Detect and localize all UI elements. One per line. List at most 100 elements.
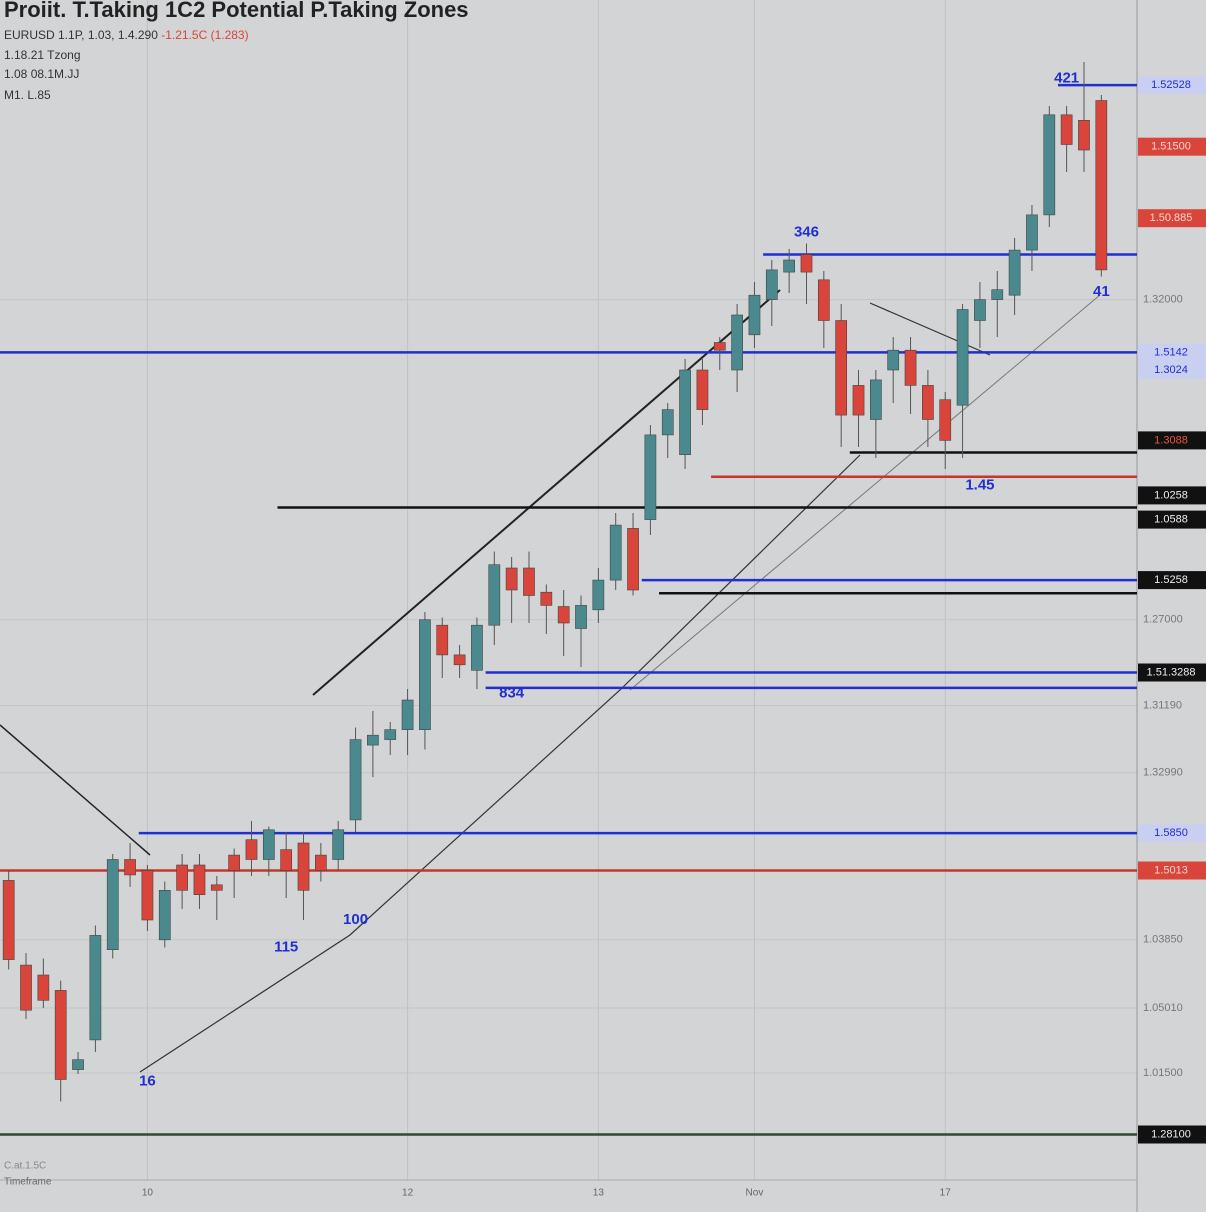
price-tag — [1138, 510, 1206, 529]
price-tag-label: 1.28100 — [1151, 1128, 1191, 1140]
annotation: 834 — [499, 684, 525, 701]
change: -1.21.5C (1.283) — [161, 28, 248, 42]
price-tag-label: 1.0588 — [1154, 514, 1188, 526]
candle-body — [1095, 100, 1108, 271]
price-tag — [1138, 1125, 1206, 1144]
annotation: 346 — [794, 223, 819, 240]
candle-body — [887, 349, 900, 371]
candle-body — [609, 524, 622, 581]
trend-line — [0, 724, 151, 856]
candle-body — [367, 734, 379, 746]
candle-body — [453, 654, 466, 666]
x-tick-label: 17 — [940, 1188, 952, 1199]
candle-body — [904, 349, 917, 386]
price-tag-label: 1.3024 — [1154, 364, 1188, 376]
candle-body — [627, 528, 639, 591]
candle-body — [939, 399, 952, 441]
candle-body — [852, 385, 865, 416]
annotation: 115 — [274, 938, 298, 955]
candle-body — [1060, 114, 1073, 145]
x-tick-label: 10 — [142, 1188, 154, 1199]
candle-body — [349, 739, 362, 821]
candle-body — [748, 294, 761, 336]
trend-line — [312, 289, 781, 696]
candle-body — [661, 409, 674, 436]
price-tag-label: 1.3088 — [1154, 434, 1188, 446]
x-tick-label: 13 — [593, 1188, 605, 1199]
candle-body — [696, 369, 709, 410]
candle-body — [193, 864, 206, 896]
price-tag-label: 1.5258 — [1154, 574, 1188, 586]
price-tag-label: 1.0258 — [1154, 489, 1188, 501]
price-tag-label: 1.52528 — [1151, 79, 1191, 91]
candle-body — [783, 259, 795, 273]
price-tag — [1138, 861, 1206, 880]
candle-body — [1026, 214, 1038, 251]
candle-body — [835, 320, 848, 416]
annotation: 16 — [139, 1073, 156, 1090]
y-tick-label: 1.32000 — [1143, 294, 1183, 306]
candle-body — [1043, 114, 1056, 216]
footer-text: C.at.1.5C — [4, 1161, 46, 1172]
candle-body — [540, 591, 553, 606]
candle-body — [332, 829, 345, 860]
subtitle: EURUSD 1.1P, 1.03, 1.4.290 -1.21.5C (1.2… — [4, 28, 249, 42]
price-tag — [1138, 824, 1206, 843]
candle-body — [37, 974, 50, 1001]
price-tag — [1138, 663, 1206, 682]
candle-body — [2, 880, 15, 960]
candle-body — [72, 1059, 84, 1070]
candle-body — [297, 842, 310, 891]
candle-body — [679, 369, 691, 455]
candle-body — [1008, 249, 1021, 296]
price-tag — [1138, 137, 1206, 156]
annotation: 421 — [1054, 69, 1079, 86]
y-tick-label: 1.01500 — [1143, 1067, 1183, 1079]
annotation: 1.45 — [965, 476, 994, 493]
candle-body — [575, 605, 587, 629]
candle-body — [419, 619, 431, 731]
candle-body — [176, 864, 188, 891]
footer-text: Timeframe — [4, 1177, 52, 1188]
y-tick-label: 1.27000 — [1143, 614, 1183, 626]
price-tag — [1138, 431, 1206, 450]
candle-body — [922, 385, 934, 420]
y-tick-label: 1.03850 — [1143, 934, 1183, 946]
candle-body — [1078, 120, 1090, 151]
info-line: M1. L.85 — [4, 88, 51, 102]
price-tag-label: 1.5850 — [1154, 827, 1188, 839]
candle-body — [713, 342, 726, 351]
candle-body — [817, 279, 830, 321]
candle-body — [124, 859, 136, 876]
price-tag — [1138, 209, 1206, 228]
candle-body — [731, 314, 743, 371]
price-tag-label: 1.51500 — [1151, 141, 1191, 153]
candle-body — [505, 567, 518, 591]
price-tag-label: 1.51.3288 — [1147, 666, 1196, 678]
candle-body — [141, 870, 154, 921]
price-tag — [1138, 76, 1206, 95]
price-tag — [1138, 486, 1206, 505]
info-line: 1.18.21 Tzong — [4, 48, 81, 62]
candle-body — [991, 289, 1004, 300]
price-tag-label: 1.50.885 — [1150, 212, 1193, 224]
candle-body — [557, 606, 570, 624]
candle-body — [54, 990, 67, 1080]
info-line: 1.08 08.1M.JJ — [4, 67, 79, 81]
price-tag — [1138, 571, 1206, 590]
candle-body — [315, 854, 327, 871]
candle-body — [245, 839, 258, 860]
candle-body — [592, 579, 605, 611]
y-tick-label: 1.31190 — [1143, 699, 1182, 711]
candle-body — [800, 254, 813, 273]
candle-body — [488, 564, 501, 626]
trend-line — [139, 454, 861, 1073]
y-tick-label: 1.32990 — [1143, 767, 1183, 779]
symbol: EURUSD 1.1P, 1.03, 1.4.290 — [4, 28, 158, 42]
candle-body — [158, 889, 171, 941]
candle-body — [523, 567, 535, 596]
candle-body — [384, 729, 397, 740]
candle-body — [471, 624, 483, 671]
candle-body — [644, 434, 657, 520]
